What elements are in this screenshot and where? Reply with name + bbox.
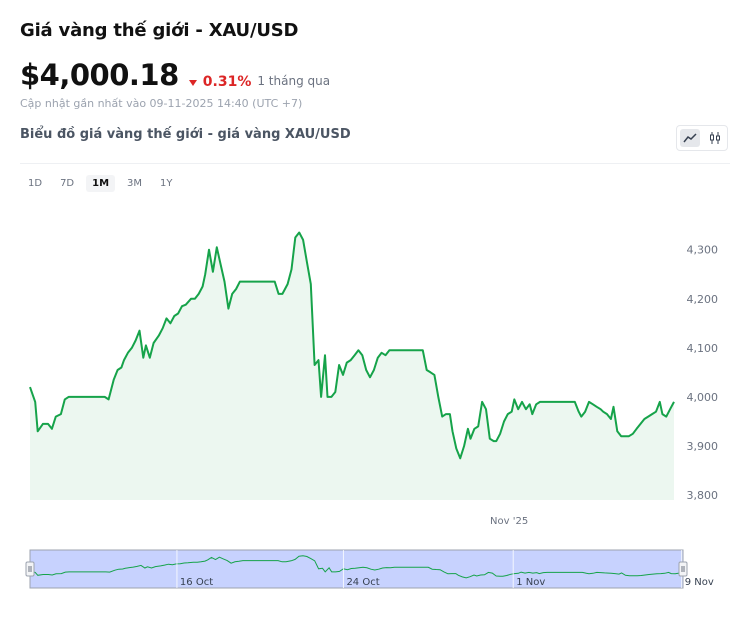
line-chart-icon <box>682 133 697 143</box>
chart-subtitle: Biểu đồ giá vàng thế giới - giá vàng XAU… <box>20 127 351 142</box>
range-1m[interactable]: 1M <box>86 175 116 192</box>
last-updated: Cập nhật gần nhất vào 09-11-2025 14:40 (… <box>20 97 303 110</box>
current-price: $4,000.18 <box>20 58 179 92</box>
page-title: Giá vàng thế giới - XAU/USD <box>20 20 299 41</box>
navigator-label: 24 Oct <box>346 577 379 588</box>
price-change: 0.31% <box>188 74 252 90</box>
divider <box>20 163 730 164</box>
change-percent: 0.31% <box>202 74 252 90</box>
y-tick-label: 3,900 <box>687 440 719 453</box>
navigator-handle-left[interactable] <box>25 561 35 577</box>
navigator-label: 1 Nov <box>516 577 545 588</box>
navigator-handle-right[interactable] <box>678 561 688 577</box>
range-1y[interactable]: 1Y <box>160 178 173 189</box>
y-tick-label: 4,300 <box>687 244 719 257</box>
navigator-label: 16 Oct <box>180 577 213 588</box>
navigator-line <box>29 555 684 579</box>
down-arrow-icon <box>188 80 197 86</box>
candlestick-button[interactable] <box>705 129 725 147</box>
y-tick-label: 3,800 <box>687 489 719 502</box>
y-tick-label: 4,000 <box>687 391 719 404</box>
chart-type-toggle <box>676 125 728 151</box>
area-fill <box>30 232 674 500</box>
range-3m[interactable]: 3M <box>127 178 143 189</box>
range-7d[interactable]: 7D <box>60 178 75 189</box>
navigator-label: 9 Nov <box>685 577 714 588</box>
y-tick-label: 4,200 <box>687 293 719 306</box>
price-line <box>29 231 675 460</box>
line-chart-button[interactable] <box>679 129 700 147</box>
range-1d[interactable]: 1D <box>28 178 43 189</box>
change-period: 1 tháng qua <box>257 74 331 88</box>
y-tick-label: 4,100 <box>687 342 719 355</box>
x-tick-label: Nov '25 <box>490 516 528 527</box>
range-selector: 1D 7D 1M 3M 1Y <box>22 175 179 192</box>
candlestick-icon <box>709 132 720 144</box>
price-row: $4,000.18 0.31% 1 tháng qua <box>20 58 330 92</box>
